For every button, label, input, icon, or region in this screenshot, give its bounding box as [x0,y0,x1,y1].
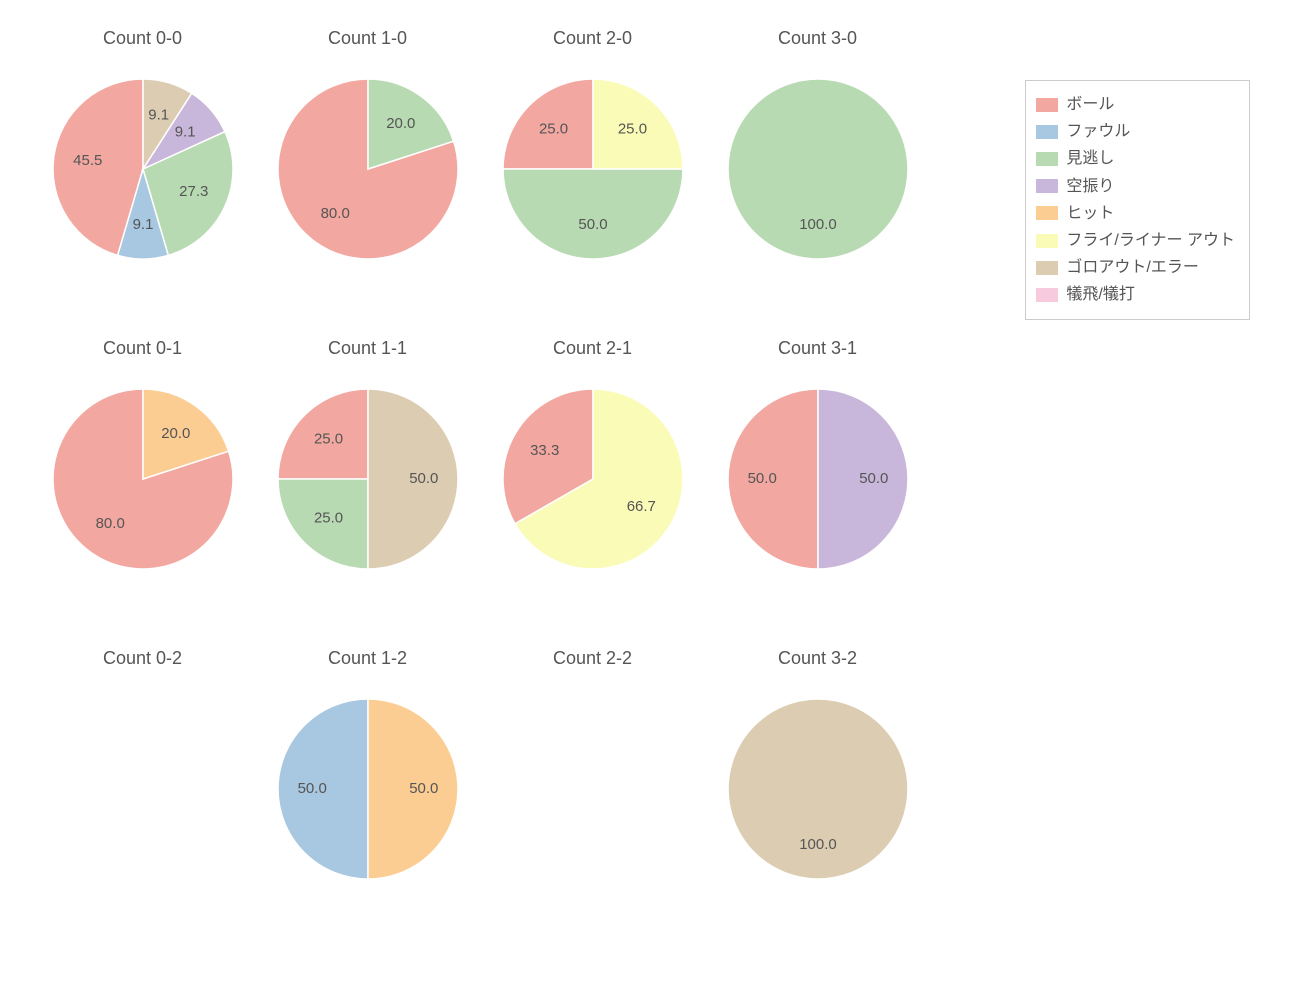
legend-swatch [1036,152,1058,166]
pie-chart: 33.3 66.7 [503,389,683,569]
pie-slice-label: 50.0 [297,780,326,797]
pie-cell: Count 1-0 80.0 20.0 [255,20,480,330]
pie-slice-label: 50.0 [409,780,438,797]
chart-title: Count 0-1 [103,338,182,359]
pie-chart: 25.0 50.0 25.0 [503,79,683,259]
chart-title: Count 2-2 [553,648,632,669]
legend-swatch [1036,288,1058,302]
pie-cell: Count 2-2 [480,640,705,950]
pie-wrap: 50.0 50.0 [278,699,458,879]
pie-slice-label: 25.0 [617,121,646,138]
chart-title: Count 1-0 [328,28,407,49]
pie-slice-label: 20.0 [386,115,415,132]
chart-title: Count 0-2 [103,648,182,669]
pie-slice-label: 50.0 [747,470,776,487]
chart-canvas: Count 0-0 45.5 9.1 27.3 9.1 9.1 Count 1-0 80.0 2… [0,0,1300,1000]
chart-title: Count 2-1 [553,338,632,359]
pie-slice [503,169,683,259]
pie-slice-label: 45.5 [73,152,102,169]
pie-slice-label: 80.0 [320,205,349,222]
legend-label: ゴロアウト/エラー [1066,254,1198,281]
legend-item: 犠飛/犠打 [1036,281,1235,308]
pie-slice-label: 50.0 [409,470,438,487]
legend-item: ヒット [1036,200,1235,227]
pie-chart: 80.0 20.0 [278,79,458,259]
pie-chart: 50.0 50.0 [278,699,458,879]
pie-chart: 80.0 20.0 [53,389,233,569]
pie-cell: Count 3-1 50.0 50.0 [705,330,930,640]
pie-slice-label: 25.0 [538,121,567,138]
legend-swatch [1036,125,1058,139]
pie-wrap: 100.0 [728,79,908,259]
legend-label: 犠飛/犠打 [1066,281,1134,308]
legend: ボールファウル見逃し空振りヒットフライ/ライナー アウトゴロアウト/エラー犠飛/… [1025,80,1250,320]
chart-title: Count 3-2 [778,648,857,669]
pie-slice-label: 50.0 [859,470,888,487]
pie-slice-label: 27.3 [179,183,208,200]
pie-chart: 25.0 25.0 50.0 [278,389,458,569]
pie-grid: Count 0-0 45.5 9.1 27.3 9.1 9.1 Count 1-0 80.0 2… [30,20,930,950]
legend-item: ファウル [1036,118,1235,145]
pie-cell: Count 0-0 45.5 9.1 27.3 9.1 9.1 [30,20,255,330]
pie-slice-label: 25.0 [313,509,342,526]
legend-label: 見逃し [1066,145,1114,172]
pie-cell: Count 1-1 25.0 25.0 50.0 [255,330,480,640]
legend-item: ボール [1036,91,1235,118]
pie-slice-label: 100.0 [799,216,837,233]
pie-cell: Count 0-1 80.0 20.0 [30,330,255,640]
chart-title: Count 3-1 [778,338,857,359]
pie-cell: Count 2-1 33.3 66.7 [480,330,705,640]
legend-swatch [1036,206,1058,220]
legend-swatch [1036,179,1058,193]
chart-title: Count 3-0 [778,28,857,49]
pie-cell: Count 3-0 100.0 [705,20,930,330]
pie-slice-label: 80.0 [95,515,124,532]
pie-chart [53,699,233,879]
pie-slice-label: 25.0 [313,431,342,448]
legend-label: フライ/ライナー アウト [1066,227,1235,254]
chart-title: Count 1-1 [328,338,407,359]
legend-item: フライ/ライナー アウト [1036,227,1235,254]
pie-wrap: 25.0 50.0 25.0 [503,79,683,259]
legend-swatch [1036,261,1058,275]
legend-item: ゴロアウト/エラー [1036,254,1235,281]
pie-wrap: 33.3 66.7 [503,389,683,569]
legend-label: ヒット [1066,200,1114,227]
pie-chart: 50.0 50.0 [728,389,908,569]
pie-slice-label: 100.0 [799,836,837,853]
pie-slice-label: 9.1 [132,216,153,233]
legend-item: 空振り [1036,173,1235,200]
chart-title: Count 2-0 [553,28,632,49]
legend-swatch [1036,234,1058,248]
legend-item: 見逃し [1036,145,1235,172]
pie-chart: 45.5 9.1 27.3 9.1 9.1 [53,79,233,259]
pie-chart [503,699,683,879]
pie-cell: Count 1-2 50.0 50.0 [255,640,480,950]
pie-cell: Count 0-2 [30,640,255,950]
pie-wrap [503,699,683,879]
pie-wrap: 50.0 50.0 [728,389,908,569]
pie-wrap: 80.0 20.0 [53,389,233,569]
chart-title: Count 1-2 [328,648,407,669]
legend-label: ファウル [1066,118,1130,145]
pie-wrap: 45.5 9.1 27.3 9.1 9.1 [53,79,233,259]
pie-wrap: 80.0 20.0 [278,79,458,259]
pie-cell: Count 3-2 100.0 [705,640,930,950]
pie-slice-label: 9.1 [148,106,169,123]
pie-slice-label: 20.0 [161,425,190,442]
legend-label: ボール [1066,91,1114,118]
pie-slice-label: 9.1 [174,123,195,140]
pie-chart: 100.0 [728,699,908,879]
pie-cell: Count 2-0 25.0 50.0 25.0 [480,20,705,330]
pie-slice-label: 33.3 [530,442,559,459]
pie-wrap: 100.0 [728,699,908,879]
pie-wrap: 25.0 25.0 50.0 [278,389,458,569]
pie-slice-label: 66.7 [626,498,655,515]
legend-swatch [1036,98,1058,112]
chart-title: Count 0-0 [103,28,182,49]
pie-wrap [53,699,233,879]
legend-label: 空振り [1066,173,1114,200]
pie-slice-label: 50.0 [578,216,607,233]
pie-chart: 100.0 [728,79,908,259]
